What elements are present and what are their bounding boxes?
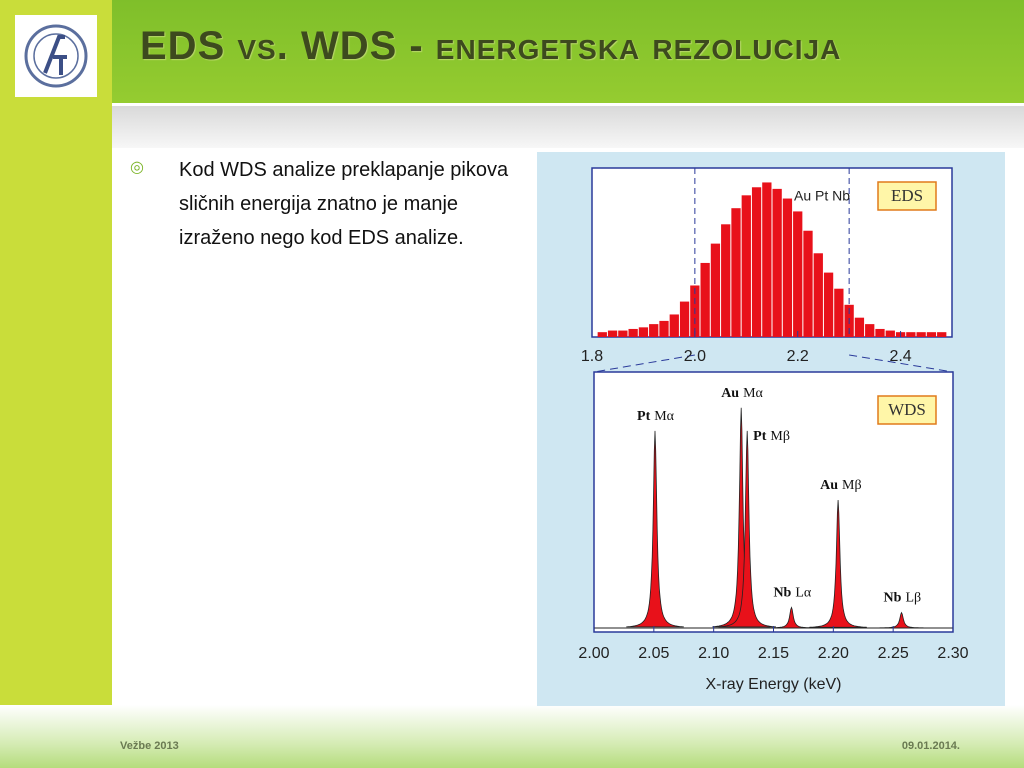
bar	[669, 314, 679, 337]
peak-line: Lβ	[905, 591, 921, 606]
peak-line: Mα	[743, 386, 763, 401]
peak-line: Mβ	[770, 429, 790, 444]
x-tick-label: 2.15	[758, 645, 789, 662]
legend-box	[877, 395, 937, 425]
peak-label: Nb Lα	[773, 586, 811, 601]
peak-label: Nb Lβ	[884, 591, 922, 606]
x-tick-label: 2.05	[638, 645, 669, 662]
bar	[865, 324, 875, 337]
bullet-icon: ◎	[130, 159, 144, 176]
left-bar	[0, 0, 112, 705]
peak-line: Mα	[654, 409, 674, 424]
bar	[762, 182, 772, 337]
x-tick-label: 1.8	[581, 348, 603, 365]
bar	[751, 187, 762, 337]
bar	[731, 208, 741, 337]
bar	[679, 301, 690, 337]
bar	[638, 327, 649, 337]
bar	[803, 230, 813, 337]
peak-label: Au Mα	[721, 386, 763, 401]
x-tick-label: 2.4	[889, 348, 911, 365]
bar	[813, 253, 823, 337]
bar	[721, 224, 731, 337]
peak	[809, 499, 867, 628]
legend-box	[877, 181, 937, 211]
bar	[906, 332, 916, 337]
bar	[649, 324, 659, 337]
footer-left: Vežbe 2013	[120, 740, 179, 752]
x-tick-label: 2.2	[787, 348, 809, 365]
bar	[700, 262, 710, 337]
peak-element: Au	[721, 386, 739, 401]
bar	[659, 320, 669, 337]
bar	[926, 332, 937, 337]
zoom-line	[593, 354, 695, 373]
bar	[854, 317, 865, 337]
bar	[772, 188, 782, 337]
bar	[628, 328, 638, 337]
peak-label: Au Mβ	[820, 478, 861, 493]
slide-title: EDS vs. WDS - energetska rezolucija	[140, 24, 842, 68]
bar	[597, 332, 607, 337]
peak-element: Nb	[884, 591, 902, 606]
bar	[618, 330, 628, 337]
legend-label: EDS	[891, 186, 923, 205]
bullet-text: Kod WDS analize preklapanje pikova sličn…	[179, 159, 509, 249]
peak-element: Au	[820, 478, 838, 493]
logo-icon	[24, 24, 88, 88]
bar	[916, 332, 926, 337]
peak-label: Pt Mβ	[753, 429, 790, 444]
footer-right: 09.01.2014.	[901, 740, 960, 752]
x-tick-label: 2.10	[698, 645, 729, 662]
x-tick-label: 2.00	[578, 645, 609, 662]
bar	[937, 332, 947, 337]
annotation: Au Pt Nb	[794, 188, 850, 204]
logo	[15, 15, 97, 97]
legend-label: WDS	[888, 400, 926, 419]
bar	[741, 195, 751, 337]
peak-element: Nb	[773, 586, 791, 601]
peak-line: Mβ	[842, 478, 862, 493]
x-tick-label: 2.30	[937, 645, 968, 662]
bar	[823, 272, 834, 337]
zoom-line	[849, 354, 954, 373]
bar	[875, 328, 885, 337]
x-tick-label: 2.20	[818, 645, 849, 662]
bar	[834, 288, 844, 337]
peak-element: Pt	[637, 409, 651, 424]
peak	[626, 430, 684, 628]
x-tick-label: 2.25	[878, 645, 909, 662]
peak	[718, 430, 776, 628]
footer-band	[0, 705, 1024, 768]
bar	[782, 198, 793, 337]
peak-label: Pt Mα	[637, 409, 675, 424]
header-band	[112, 0, 1024, 103]
bar	[793, 211, 803, 337]
x-tick-label: 2.0	[684, 348, 706, 365]
peak-element: Pt	[753, 429, 767, 444]
x-axis-label: X-ray Energy (keV)	[705, 676, 841, 693]
bar	[885, 330, 895, 337]
header-stripe	[112, 106, 1024, 148]
bar	[607, 330, 618, 337]
bar	[710, 243, 721, 337]
peak-line: Lα	[795, 586, 812, 601]
